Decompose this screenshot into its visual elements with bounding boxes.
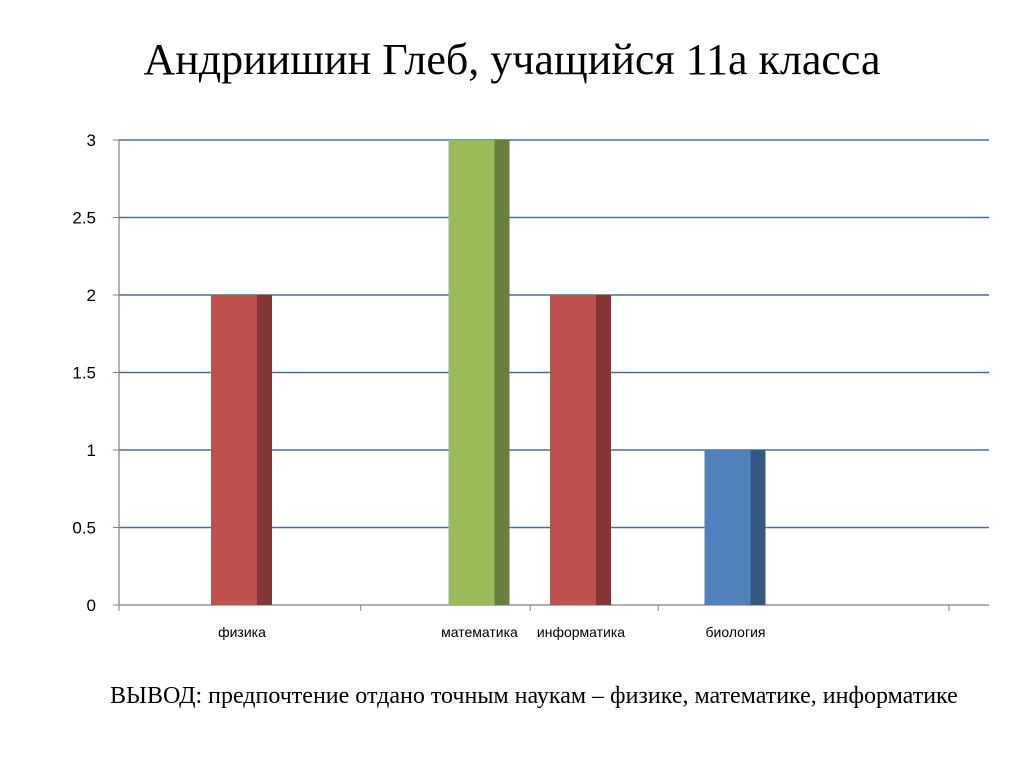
x-tick-label: биология: [706, 624, 766, 640]
bar-front: [448, 140, 495, 605]
y-tick-label: 0.5: [72, 519, 96, 538]
bar-front: [211, 295, 257, 605]
x-tick-label: математика: [441, 624, 518, 640]
y-tick-label: 1.5: [72, 364, 96, 383]
y-tick-label: 0: [87, 596, 96, 615]
bar-side: [596, 295, 611, 605]
bar-side: [257, 295, 272, 605]
slide-title: Андриишин Глеб, учащийся 11а класса: [143, 35, 881, 84]
y-tick-label: 1: [87, 441, 96, 460]
x-tick-label: физика: [218, 624, 266, 640]
bar-chart: 0 0.5 1 1.5 2 2.5 3 физика математика информатик…: [72, 131, 989, 640]
bar-front: [550, 295, 596, 605]
y-tick-label: 2: [87, 286, 96, 305]
x-axis: [118, 604, 989, 611]
bar-физика: [211, 295, 272, 605]
y-tick-labels: 0 0.5 1 1.5 2 2.5 3: [72, 131, 96, 615]
x-tick-label: информатика: [537, 624, 625, 640]
y-tick-label: 2.5: [72, 209, 96, 228]
bar-биология: [704, 450, 766, 605]
bars: [211, 140, 766, 605]
bar-side: [494, 140, 510, 605]
x-tick-labels: физика математика информатика биология: [218, 624, 765, 640]
y-tick-label: 3: [87, 131, 96, 150]
bar-информатика: [550, 295, 611, 605]
conclusion-text: ВЫВОД: предпочтение отдано точным наукам…: [110, 683, 958, 709]
bar-математика: [448, 140, 510, 605]
bar-side: [750, 450, 766, 605]
bar-front: [704, 450, 751, 605]
